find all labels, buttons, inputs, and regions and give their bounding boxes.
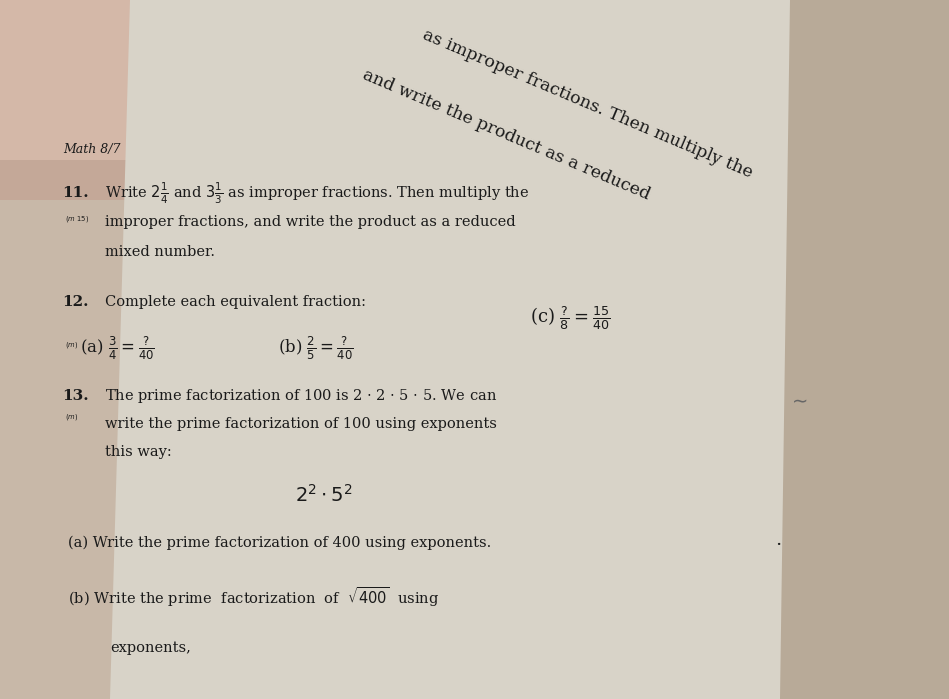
Text: as improper fractions. Then multiply the: as improper fractions. Then multiply the [420, 27, 755, 182]
Text: The prime factorization of 100 is 2 $\cdot$ 2 $\cdot$ 5 $\cdot$ 5. We can: The prime factorization of 100 is 2 $\cd… [105, 387, 497, 405]
Text: mixed number.: mixed number. [105, 245, 215, 259]
Text: improper fractions, and write the product as a reduced: improper fractions, and write the produc… [105, 215, 515, 229]
Polygon shape [780, 0, 949, 699]
Text: $2^2 \cdot 5^2$: $2^2 \cdot 5^2$ [295, 484, 352, 506]
Text: and write the product as a reduced: and write the product as a reduced [360, 66, 653, 203]
Text: Complete each equivalent fraction:: Complete each equivalent fraction: [105, 295, 366, 309]
Text: Math 8/7: Math 8/7 [63, 143, 121, 157]
Text: $^{(m)}$: $^{(m)}$ [65, 415, 79, 424]
Text: (b) Write the prime  factorization  of  $\sqrt{400}$  using: (b) Write the prime factorization of $\s… [68, 585, 439, 609]
Text: $^{(m)}$: $^{(m)}$ [65, 343, 79, 352]
Text: (b) $\frac{2}{5} = \frac{?}{40}$: (b) $\frac{2}{5} = \frac{?}{40}$ [278, 334, 354, 361]
Text: exponents,: exponents, [110, 641, 191, 655]
Text: 11.: 11. [62, 186, 88, 200]
Text: 13.: 13. [62, 389, 88, 403]
Polygon shape [110, 0, 840, 699]
Text: 12.: 12. [62, 295, 88, 309]
Text: (a) Write the prime factorization of 400 using exponents.: (a) Write the prime factorization of 400… [68, 536, 492, 550]
Text: $\sim$: $\sim$ [788, 391, 809, 409]
Text: (a) $\frac{3}{4} = \frac{?}{40}$: (a) $\frac{3}{4} = \frac{?}{40}$ [80, 334, 155, 361]
Text: this way:: this way: [105, 445, 172, 459]
Text: (c) $\frac{?}{8} = \frac{15}{40}$: (c) $\frac{?}{8} = \frac{15}{40}$ [530, 304, 610, 332]
Text: .: . [775, 531, 781, 549]
Text: $^{(m\ 15)}$: $^{(m\ 15)}$ [65, 217, 89, 226]
Polygon shape [0, 0, 190, 160]
Polygon shape [0, 0, 230, 200]
Text: write the prime factorization of 100 using exponents: write the prime factorization of 100 usi… [105, 417, 497, 431]
Text: Write $2\frac{1}{4}$ and $3\frac{1}{3}$ as improper fractions. Then multiply the: Write $2\frac{1}{4}$ and $3\frac{1}{3}$ … [105, 180, 530, 206]
